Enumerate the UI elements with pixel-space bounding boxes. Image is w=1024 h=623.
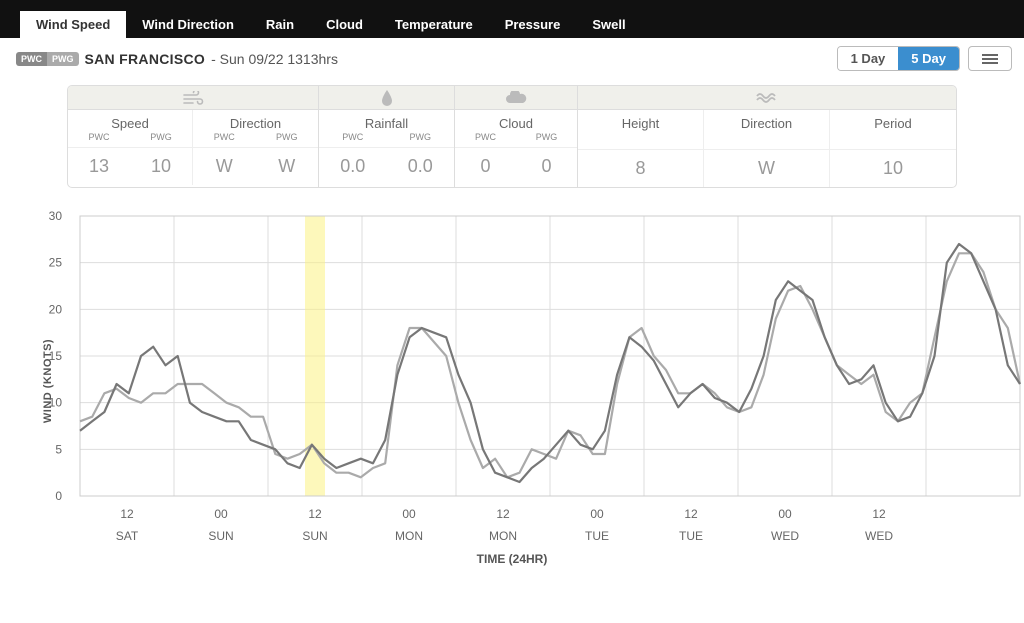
wind-chart: 05101520253012SAT00SUN12SUN00MON12MON00T…: [0, 206, 1024, 546]
col-label: Height: [622, 110, 660, 149]
tab-pressure[interactable]: Pressure: [489, 11, 577, 38]
svg-text:12: 12: [684, 507, 698, 521]
svg-text:0: 0: [55, 489, 62, 503]
value: 0.0: [387, 148, 455, 185]
x-axis-label: TIME (24HR): [0, 552, 1024, 566]
svg-text:MON: MON: [489, 529, 517, 543]
svg-text:TUE: TUE: [585, 529, 609, 543]
range-button-group: 1 Day 5 Day: [837, 46, 960, 71]
data-table-wrap: SpeedPWCPWG1310DirectionPWCPWGWWRainfall…: [0, 77, 1024, 196]
timestamp: - Sun 09/22 1313hrs: [211, 51, 338, 67]
value: 0: [455, 148, 516, 185]
sub-label: PWG: [516, 132, 577, 147]
tab-rain[interactable]: Rain: [250, 11, 310, 38]
sub-label: PWC: [193, 132, 256, 147]
five-day-button[interactable]: 5 Day: [898, 47, 959, 70]
pill-pwc: PWC: [16, 52, 47, 66]
tab-temperature[interactable]: Temperature: [379, 11, 489, 38]
tab-wind-direction[interactable]: Wind Direction: [126, 11, 250, 38]
section-header: [68, 86, 318, 110]
col-label: Cloud: [499, 110, 533, 132]
svg-text:00: 00: [778, 507, 792, 521]
svg-text:30: 30: [49, 209, 63, 223]
col-label: Direction: [741, 110, 792, 149]
svg-text:SAT: SAT: [116, 529, 139, 543]
svg-text:12: 12: [496, 507, 510, 521]
data-col-rainfall: RainfallPWCPWG0.00.0: [319, 110, 454, 185]
value: 8: [578, 150, 703, 187]
data-col-height: Height8: [578, 110, 704, 187]
wave-icon: [755, 92, 779, 104]
tab-cloud[interactable]: Cloud: [310, 11, 379, 38]
svg-text:25: 25: [49, 256, 63, 270]
svg-text:SUN: SUN: [302, 529, 327, 543]
value: W: [256, 148, 319, 185]
svg-text:MON: MON: [395, 529, 423, 543]
svg-text:12: 12: [308, 507, 322, 521]
sub-label: PWG: [130, 132, 192, 147]
value: 0.0: [319, 148, 387, 185]
svg-text:SUN: SUN: [208, 529, 233, 543]
top-tabs: Wind SpeedWind DirectionRainCloudTempera…: [0, 0, 1024, 38]
tab-swell[interactable]: Swell: [576, 11, 641, 38]
y-axis-label: WIND (KNOTS): [42, 339, 54, 423]
svg-text:12: 12: [872, 507, 886, 521]
sub-label: PWC: [68, 132, 130, 147]
cloud-icon: [504, 91, 528, 105]
section-header: [455, 86, 577, 110]
svg-text:00: 00: [214, 507, 228, 521]
sub-label: PWC: [455, 132, 516, 147]
data-col-cloud: CloudPWCPWG00: [455, 110, 577, 185]
col-label: Speed: [111, 110, 149, 132]
section-header: [319, 86, 454, 110]
header-left: PWC PWG SAN FRANCISCO - Sun 09/22 1313hr…: [16, 51, 338, 67]
pill-group: PWC PWG: [16, 52, 79, 66]
svg-text:WED: WED: [771, 529, 799, 543]
svg-text:20: 20: [49, 302, 63, 316]
tab-wind-speed[interactable]: Wind Speed: [20, 11, 126, 38]
svg-text:00: 00: [590, 507, 604, 521]
value: W: [704, 150, 829, 187]
wind-icon: [182, 91, 204, 105]
data-section: SpeedPWCPWG1310DirectionPWCPWGWW: [68, 86, 319, 187]
sub-label: PWG: [387, 132, 455, 147]
svg-text:WED: WED: [865, 529, 893, 543]
section-header: [578, 86, 956, 110]
one-day-button[interactable]: 1 Day: [838, 47, 899, 70]
pill-pwg: PWG: [47, 52, 79, 66]
sub-label: PWC: [319, 132, 387, 147]
data-table: SpeedPWCPWG1310DirectionPWCPWGWWRainfall…: [67, 85, 957, 188]
chart-container: WIND (KNOTS) 05101520253012SAT00SUN12SUN…: [0, 196, 1024, 566]
svg-text:5: 5: [55, 442, 62, 456]
col-label: Period: [874, 110, 912, 149]
hamburger-icon: [982, 54, 998, 64]
col-label: Rainfall: [365, 110, 408, 132]
data-section: Height8DirectionWPeriod10: [578, 86, 956, 187]
header-row: PWC PWG SAN FRANCISCO - Sun 09/22 1313hr…: [0, 38, 1024, 77]
location-name: SAN FRANCISCO: [85, 51, 206, 67]
value: W: [193, 148, 256, 185]
data-col-direction: DirectionPWCPWGWW: [193, 110, 318, 185]
value: 10: [130, 148, 192, 185]
svg-text:TUE: TUE: [679, 529, 703, 543]
value: 13: [68, 148, 130, 185]
menu-button[interactable]: [968, 46, 1012, 71]
header-right: 1 Day 5 Day: [837, 46, 1012, 71]
value: 10: [830, 150, 956, 187]
data-col-speed: SpeedPWCPWG1310: [68, 110, 193, 185]
data-col-direction: DirectionW: [704, 110, 830, 187]
svg-text:12: 12: [120, 507, 134, 521]
svg-text:00: 00: [402, 507, 416, 521]
col-label: Direction: [230, 110, 281, 132]
sub-label: PWG: [256, 132, 319, 147]
value: 0: [516, 148, 577, 185]
rain-icon: [380, 89, 394, 107]
data-section: RainfallPWCPWG0.00.0: [319, 86, 455, 187]
data-section: CloudPWCPWG00: [455, 86, 578, 187]
data-col-period: Period10: [830, 110, 956, 187]
